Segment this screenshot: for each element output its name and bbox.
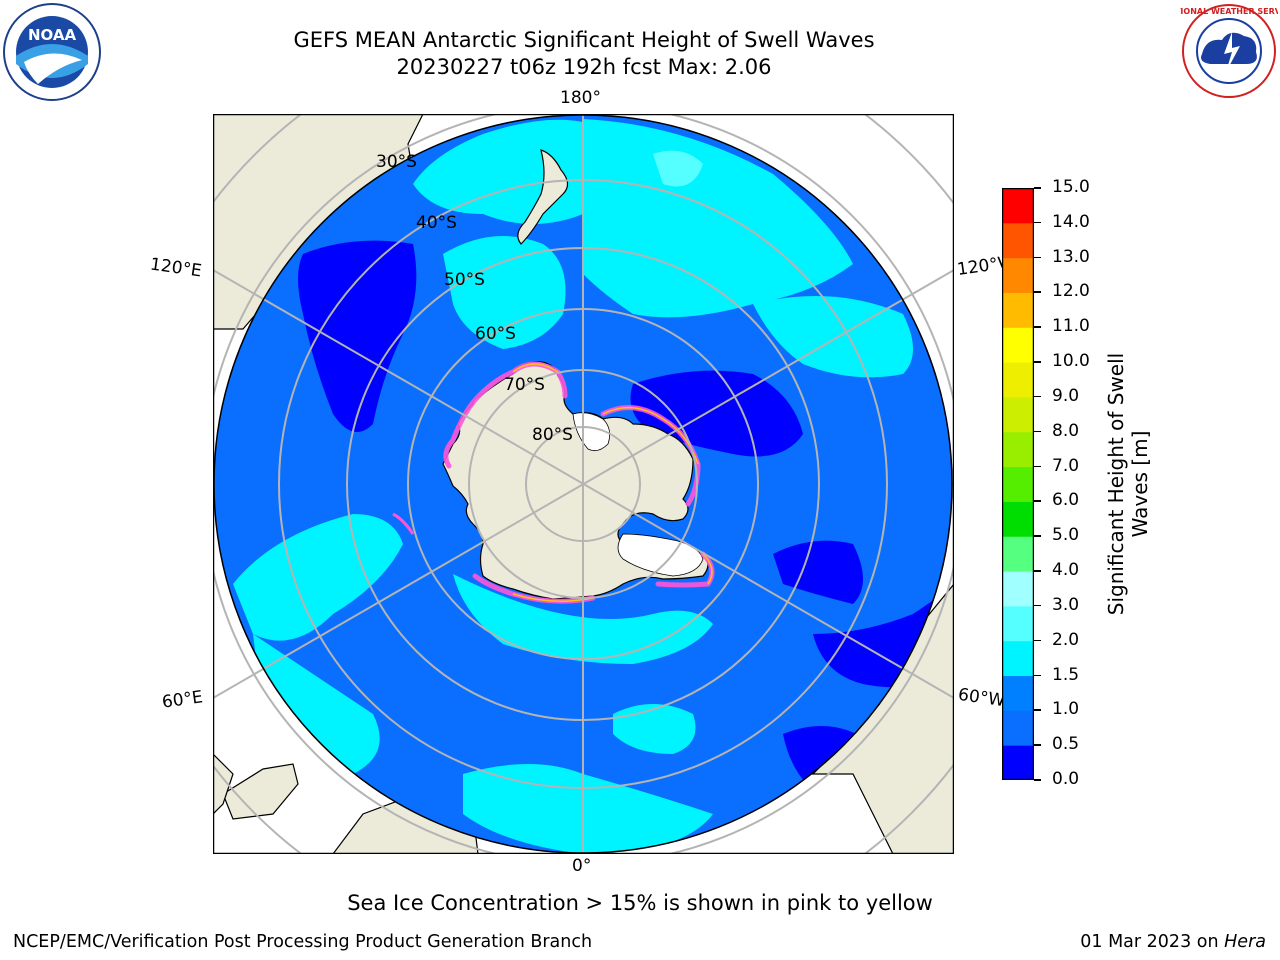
colorbar-segment <box>1002 745 1034 780</box>
chart-title: GEFS MEAN Antarctic Significant Height o… <box>293 28 875 52</box>
colorbar-segment <box>1002 466 1034 502</box>
colorbar-tick-mark <box>1034 709 1041 711</box>
lat-label-30s: 30°S <box>376 152 417 172</box>
colorbar-tick-label: 1.0 <box>1052 699 1080 720</box>
colorbar-segment <box>1002 327 1034 363</box>
colorbar-segment <box>1002 362 1034 398</box>
colorbar-tick-mark <box>1034 779 1041 781</box>
colorbar-segment <box>1002 571 1034 607</box>
new-zealand-land <box>517 149 569 245</box>
colorbar-tick-label: 5.0 <box>1052 525 1080 546</box>
colorbar <box>1002 188 1034 780</box>
lon-label-180: 180° <box>560 88 601 108</box>
colorbar-tick-mark <box>1034 361 1041 363</box>
colorbar-segment <box>1002 431 1034 468</box>
colorbar-tick-mark <box>1034 187 1041 189</box>
colorbar-segment <box>1002 222 1034 259</box>
colorbar-tick-mark <box>1034 639 1041 642</box>
colorbar-tick-mark <box>1034 570 1041 572</box>
colorbar-tick-label: 9.0 <box>1052 385 1080 406</box>
svg-text:NATIONAL WEATHER SERVICE: NATIONAL WEATHER SERVICE <box>1180 7 1278 16</box>
polar-map <box>213 114 954 854</box>
colorbar-tick-label: 2.0 <box>1052 629 1080 650</box>
svg-text:NOAA: NOAA <box>28 26 77 44</box>
colorbar-segment <box>1002 292 1034 328</box>
colorbar-segment <box>1002 536 1034 572</box>
colorbar-segment <box>1002 396 1034 433</box>
lat-label-60s: 60°S <box>475 324 516 344</box>
colorbar-tick-label: 0.0 <box>1052 769 1080 789</box>
nws-logo: NATIONAL WEATHER SERVICE <box>1180 4 1278 98</box>
colorbar-tick-mark <box>1034 604 1041 607</box>
lon-label-60w: 60°W <box>956 684 1007 712</box>
colorbar-tick-label: 6.0 <box>1052 490 1080 511</box>
noaa-logo: NOAA <box>3 3 101 101</box>
lat-label-70s: 70°S <box>504 375 545 395</box>
colorbar-label: Significant Height of Swell Waves [m] <box>1104 352 1152 616</box>
colorbar-tick-label: 12.0 <box>1052 281 1090 302</box>
colorbar-tick-label: 14.0 <box>1052 211 1090 232</box>
lon-label-120e: 120°E <box>148 254 203 282</box>
colorbar-tick-mark <box>1034 256 1041 259</box>
colorbar-tick-mark <box>1034 674 1041 677</box>
colorbar-tick-label: 7.0 <box>1052 455 1080 476</box>
chart-subtitle: 20230227 t06z 192h fcst Max: 2.06 <box>396 55 772 79</box>
colorbar-tick-label: 13.0 <box>1052 246 1090 267</box>
africa-west-land <box>213 753 234 815</box>
colorbar-tick-mark <box>1034 430 1041 433</box>
lon-label-0: 0° <box>572 856 592 876</box>
madagascar-land <box>222 763 299 820</box>
colorbar-segment <box>1002 710 1034 746</box>
colorbar-segment <box>1002 675 1034 711</box>
colorbar-tick-mark <box>1034 326 1041 328</box>
lat-label-40s: 40°S <box>416 213 457 233</box>
colorbar-segment <box>1002 605 1034 642</box>
colorbar-tick-mark <box>1034 744 1041 746</box>
colorbar-segment <box>1002 188 1034 224</box>
colorbar-segment <box>1002 501 1034 537</box>
colorbar-tick-mark <box>1034 221 1041 224</box>
colorbar-tick-label: 1.5 <box>1052 664 1080 685</box>
lat-label-80s: 80°S <box>532 425 573 445</box>
colorbar-tick-label: 4.0 <box>1052 560 1080 581</box>
sea-ice-note: Sea Ice Concentration > 15% is shown in … <box>347 891 933 915</box>
colorbar-segment <box>1002 257 1034 293</box>
colorbar-segment <box>1002 640 1034 677</box>
colorbar-tick-label: 15.0 <box>1052 177 1090 197</box>
colorbar-tick-label: 0.5 <box>1052 734 1080 755</box>
lon-label-60e: 60°E <box>160 687 205 713</box>
colorbar-tick-mark <box>1034 500 1041 502</box>
colorbar-tick-label: 3.0 <box>1052 594 1080 615</box>
colorbar-tick-mark <box>1034 465 1041 468</box>
colorbar-tick-mark <box>1034 535 1041 537</box>
footer-credit: NCEP/EMC/Verification Post Processing Pr… <box>13 932 593 952</box>
colorbar-tick-label: 11.0 <box>1052 316 1090 337</box>
footer-date: 01 Mar 2023 on Hera <box>1080 932 1266 952</box>
colorbar-tick-label: 8.0 <box>1052 420 1080 441</box>
lat-label-50s: 50°S <box>444 270 485 290</box>
colorbar-tick-label: 10.0 <box>1052 351 1090 372</box>
colorbar-tick-mark <box>1034 395 1041 398</box>
colorbar-tick-mark <box>1034 291 1041 293</box>
